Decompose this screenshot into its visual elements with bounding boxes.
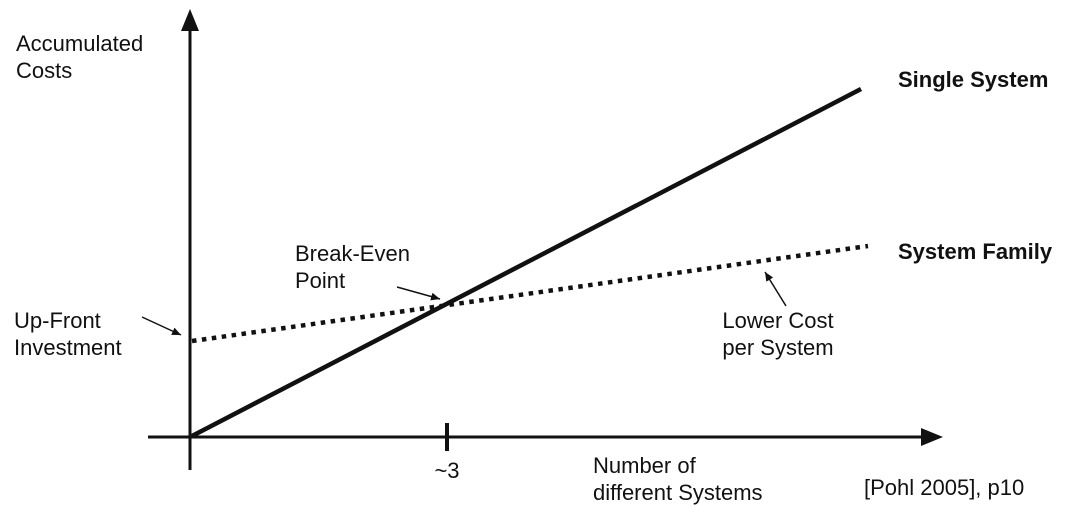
x-axis-label: Number of different Systems [593, 453, 763, 505]
break-even-point-label: Break-Even Point [295, 241, 410, 293]
system-family-line [191, 243, 869, 344]
x-tick-label: ~3 [434, 458, 460, 483]
single-system-line [190, 87, 863, 438]
lower-cost-label: Lower Cost per System [722, 308, 834, 360]
series-label-single-system: Single System [898, 67, 1049, 92]
x-axis-arrowhead [921, 428, 943, 446]
citation: [Pohl 2005], p10 [864, 475, 1025, 500]
y-axis-label: Accumulated Costs [16, 31, 144, 83]
y-axis-arrowhead [181, 9, 199, 31]
lower-cost-arrow [764, 271, 787, 307]
break-even-arrow [396, 286, 441, 301]
up-front-investment-label: Up-Front Investment [14, 308, 122, 360]
series-label-system-family: System Family [898, 239, 1053, 264]
up-front-investment-arrow [141, 316, 182, 336]
